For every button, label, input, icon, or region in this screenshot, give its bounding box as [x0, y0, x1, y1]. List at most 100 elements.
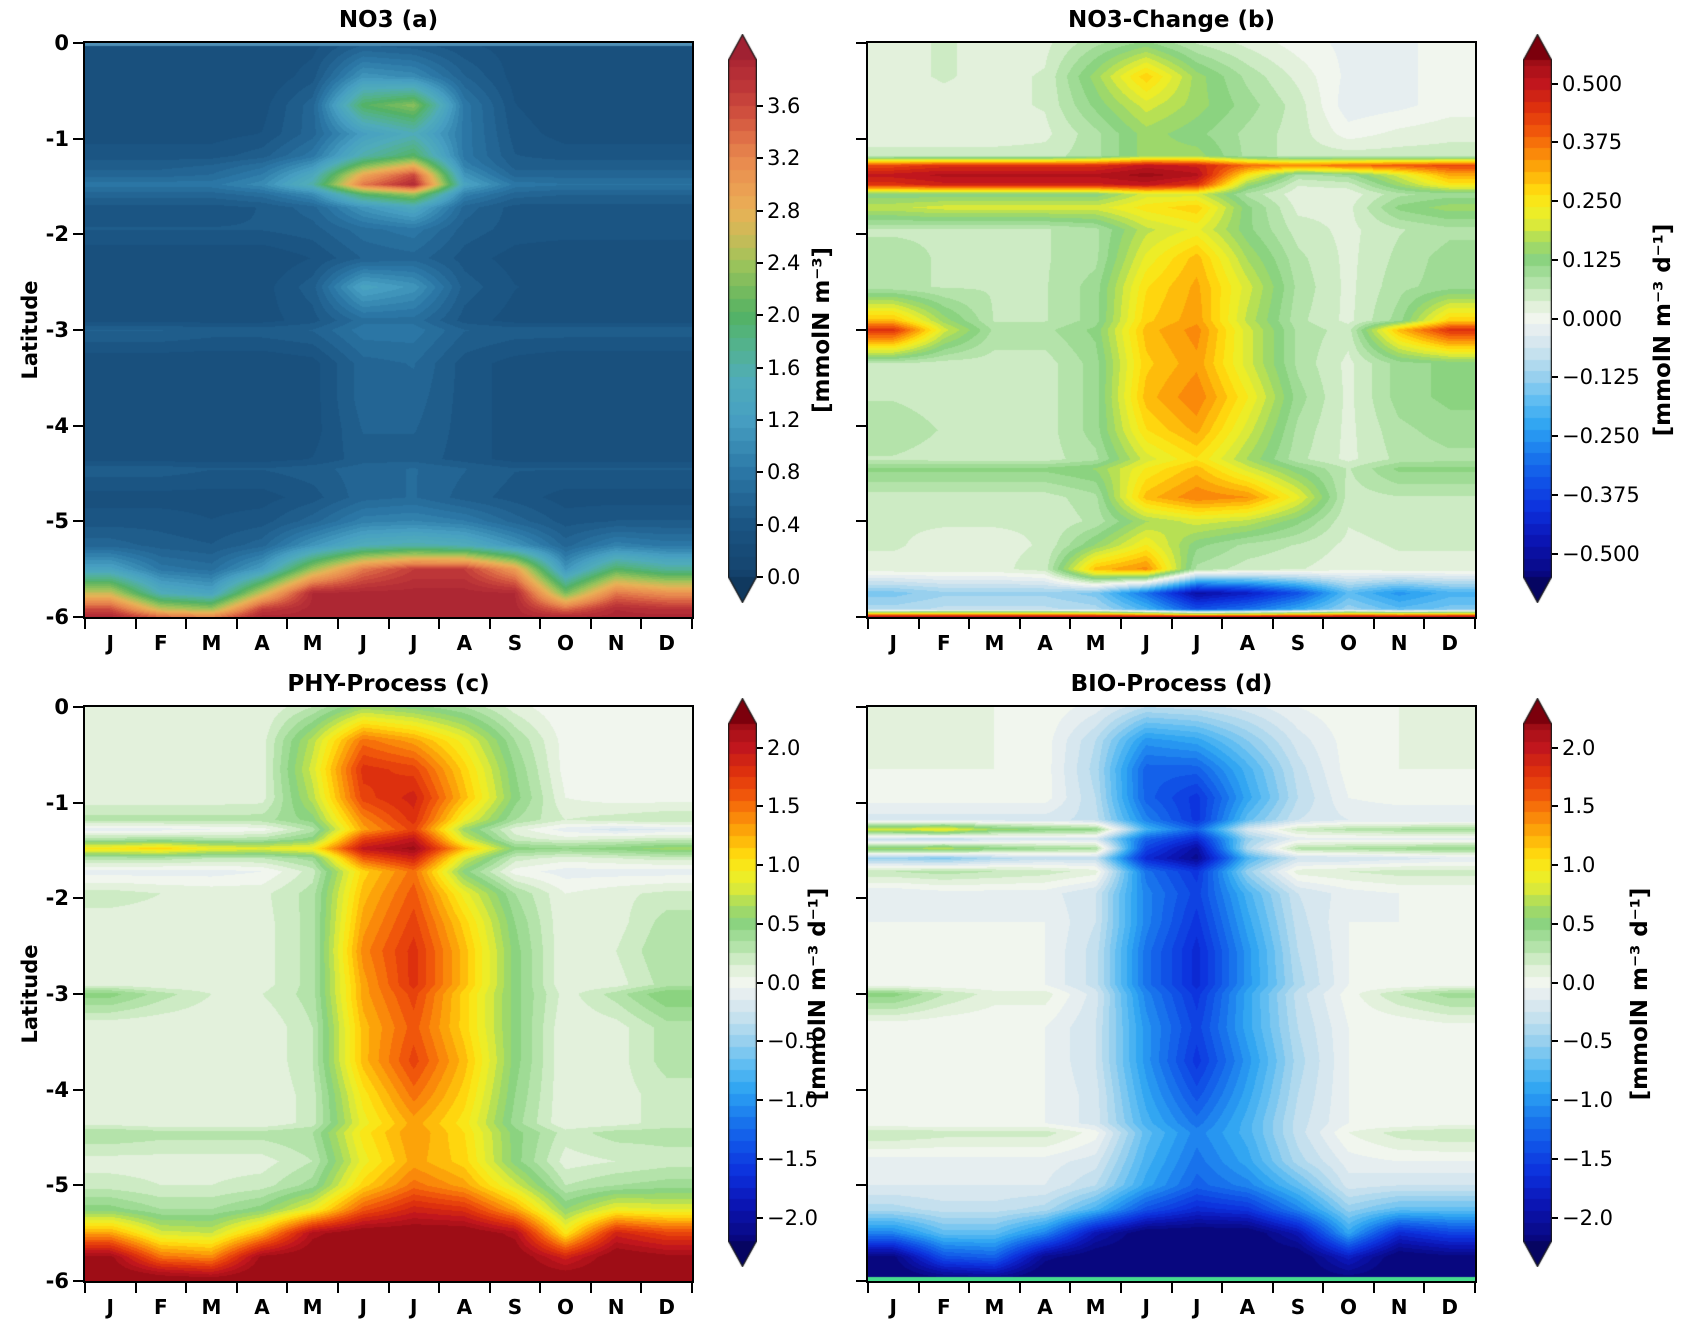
- panel-a-title: NO3 (a): [338, 7, 439, 33]
- y-tick-label: -6: [45, 1269, 69, 1293]
- x-tick-label: F: [154, 631, 168, 655]
- y-tick-label: -5: [45, 1173, 69, 1198]
- colorbar-tick-mark: [1552, 376, 1558, 379]
- y-tick-mark: [856, 897, 866, 900]
- y-tick-mark: [856, 42, 866, 44]
- colorbar-tick-mark: [1552, 746, 1558, 749]
- y-tick-mark: [73, 329, 83, 331]
- x-tick-mark: [691, 619, 693, 629]
- y-tick-mark: [73, 1184, 83, 1187]
- x-tick-label: A: [1239, 631, 1256, 655]
- colorbar-tick-label: 2.0: [1562, 735, 1596, 760]
- x-tick-label: N: [1390, 1295, 1408, 1319]
- x-tick-label: J: [410, 1295, 418, 1319]
- x-tick-mark: [1423, 619, 1426, 629]
- colorbar-tick-mark: [1552, 1157, 1558, 1160]
- x-tick-mark: [488, 1283, 491, 1293]
- x-tick-mark: [867, 1283, 869, 1293]
- panel-b-colorbar: [1523, 34, 1552, 603]
- panel-d-heatmap: [866, 705, 1477, 1283]
- colorbar-tick-label: −0.250: [1562, 424, 1640, 448]
- x-tick-label: J: [1193, 631, 1201, 655]
- x-tick-label: J: [359, 1295, 367, 1319]
- panel-a-colorbar: [728, 34, 757, 603]
- panel-c-title: PHY-Process (c): [287, 671, 490, 697]
- colorbar-tick-label: 0.250: [1562, 189, 1623, 213]
- y-tick-mark: [856, 1280, 866, 1282]
- x-tick-mark: [336, 1283, 339, 1293]
- colorbar-tick-label: −1.0: [1562, 1088, 1613, 1112]
- x-tick-mark: [286, 619, 289, 629]
- colorbar-tick-mark: [757, 418, 763, 421]
- colorbar-tick-label: 3.2: [767, 146, 801, 171]
- x-tick-label: M: [984, 1295, 1005, 1319]
- colorbar-tick-mark: [757, 981, 763, 984]
- colorbar-tick-mark: [1552, 864, 1558, 866]
- colorbar-tick-mark: [757, 523, 763, 526]
- y-tick-label: -2: [45, 886, 69, 911]
- colorbar-tick-mark: [1552, 141, 1558, 144]
- colorbar-tick-label: 2.0: [767, 735, 801, 760]
- x-tick-mark: [1221, 619, 1224, 629]
- colorbar-tick-mark: [757, 209, 763, 212]
- y-tick-mark: [73, 233, 83, 236]
- colorbar-tick-mark: [757, 1040, 763, 1043]
- x-tick-mark: [286, 1283, 289, 1293]
- x-tick-mark: [488, 619, 491, 629]
- y-tick-label: -3: [45, 982, 69, 1006]
- x-tick-mark: [589, 1283, 592, 1293]
- x-tick-label: O: [1340, 631, 1358, 655]
- x-tick-label: J: [1142, 1295, 1150, 1319]
- x-tick-label: J: [359, 631, 367, 655]
- y-tick-mark: [856, 801, 866, 804]
- colorbar-tick-label: −2.0: [767, 1205, 818, 1230]
- colorbar-tick-mark: [1552, 805, 1558, 808]
- x-tick-label: A: [456, 631, 473, 655]
- x-tick-label: F: [937, 1295, 951, 1319]
- y-tick-label: -2: [45, 222, 69, 247]
- y-tick-mark: [856, 1184, 866, 1187]
- x-tick-mark: [1018, 619, 1021, 629]
- x-tick-mark: [1322, 619, 1325, 629]
- x-tick-label: N: [607, 1295, 625, 1319]
- x-tick-label: F: [154, 1295, 168, 1319]
- x-tick-mark: [185, 1283, 188, 1293]
- y-tick-label: -1: [45, 126, 69, 151]
- colorbar-tick-mark: [1552, 922, 1558, 925]
- colorbar-tick-label: 2.4: [767, 250, 801, 275]
- x-tick-label: O: [1340, 1295, 1358, 1319]
- x-tick-mark: [867, 619, 869, 629]
- colorbar-tick-mark: [757, 864, 763, 866]
- colorbar-tick-label: −0.375: [1562, 482, 1640, 507]
- colorbar-tick-mark: [1552, 1099, 1558, 1101]
- colorbar-tick-mark: [1552, 82, 1558, 85]
- x-tick-label: M: [1085, 631, 1106, 655]
- x-tick-label: N: [1390, 631, 1408, 655]
- x-tick-label: O: [557, 631, 575, 655]
- y-tick-label: 0: [54, 695, 69, 719]
- y-tick-mark: [856, 616, 866, 618]
- x-tick-mark: [539, 619, 542, 629]
- x-tick-mark: [968, 1283, 971, 1293]
- panel-b-heatmap: [866, 41, 1477, 619]
- x-tick-label: M: [201, 1295, 222, 1319]
- panel-d-colorbar: [1523, 698, 1552, 1267]
- colorbar-tick-label: 0.0: [767, 970, 801, 995]
- colorbar-tick-label: 0.5: [767, 911, 801, 936]
- colorbar-tick-mark: [757, 576, 763, 578]
- colorbar-tick-label: 0.0: [767, 565, 801, 589]
- y-tick-mark: [856, 706, 866, 708]
- x-tick-label: A: [254, 1295, 270, 1319]
- y-tick-label: -4: [45, 413, 69, 438]
- x-tick-label: A: [1037, 631, 1053, 655]
- panel-d-title: BIO-Process (d): [1070, 671, 1273, 697]
- x-tick-label: A: [456, 1295, 473, 1319]
- colorbar-tick-mark: [1552, 981, 1558, 984]
- y-tick-mark: [73, 42, 83, 44]
- colorbar-tick-label: 1.0: [1562, 853, 1596, 877]
- y-tick-mark: [73, 1280, 83, 1282]
- x-tick-mark: [917, 1283, 920, 1293]
- x-tick-mark: [917, 619, 920, 629]
- y-tick-label: -4: [45, 1077, 69, 1102]
